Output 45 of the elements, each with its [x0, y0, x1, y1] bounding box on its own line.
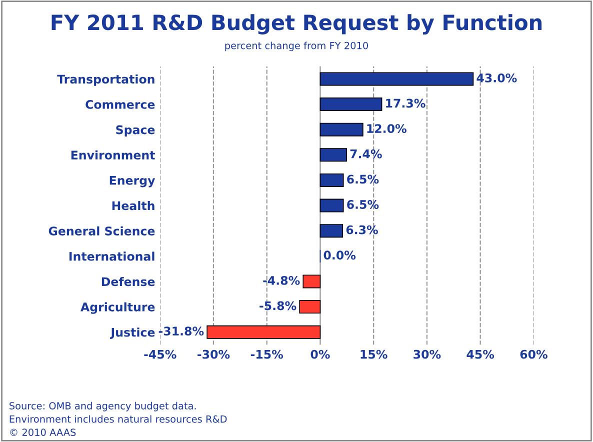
- data-label: -31.8%: [158, 326, 204, 336]
- source-note: Source: OMB and agency budget data.: [10, 402, 196, 412]
- data-label: -5.8%: [260, 301, 296, 310]
- text: © 2010 AAAS: [10, 428, 76, 436]
- x-tick-label: -15%: [250, 350, 284, 359]
- y-tick-label: Justice: [110, 328, 155, 339]
- y-tick-label: Defense: [102, 276, 155, 286]
- x-tick-label: 15%: [360, 350, 388, 359]
- y-tick-label: Health: [112, 201, 154, 210]
- data-label: 0.0%: [324, 250, 356, 260]
- bar: [320, 198, 344, 212]
- bar: [299, 300, 321, 314]
- text: Environment includes natural resources R&D: [10, 415, 227, 423]
- y-tick-label: Commerce: [86, 100, 155, 109]
- chart-subtitle: percent change from FY 2010: [225, 42, 368, 52]
- bar: [206, 325, 321, 339]
- y-tick-label: Space: [116, 125, 155, 137]
- data-label: 6.5%: [347, 200, 379, 209]
- x-tick-label: 30%: [414, 350, 441, 359]
- x-tick-label: -45%: [144, 350, 176, 359]
- y-tick-label: General Science: [48, 226, 155, 236]
- data-label: 43.0%: [476, 73, 517, 82]
- y-tick-label: Environment: [71, 150, 155, 160]
- bar: [320, 122, 364, 136]
- y-tick-label: Transportation: [57, 74, 154, 86]
- bar: [320, 72, 474, 86]
- bar: [320, 224, 344, 238]
- bar: [320, 148, 347, 162]
- bar: [320, 173, 344, 187]
- x-tick-label: 0%: [310, 350, 330, 359]
- x-tick-label: 45%: [466, 350, 494, 359]
- data-label: 12.0%: [367, 124, 406, 134]
- bar: [302, 274, 321, 288]
- y-tick-label: International: [69, 252, 154, 261]
- x-tick-label: 60%: [520, 350, 548, 359]
- y-tick-label: Energy: [110, 176, 156, 188]
- data-label: -4.8%: [263, 276, 300, 285]
- x-tick-label: -30%: [198, 350, 230, 359]
- data-label: 6.3%: [346, 225, 378, 234]
- data-label: 6.5%: [347, 174, 379, 184]
- y-tick-label: Agriculture: [80, 302, 155, 314]
- data-label: 17.3%: [386, 98, 426, 108]
- bar: [320, 98, 382, 112]
- data-label: 7.4%: [350, 149, 382, 158]
- chart-title: FY 2011 R&D Budget Request by Function: [52, 14, 542, 34]
